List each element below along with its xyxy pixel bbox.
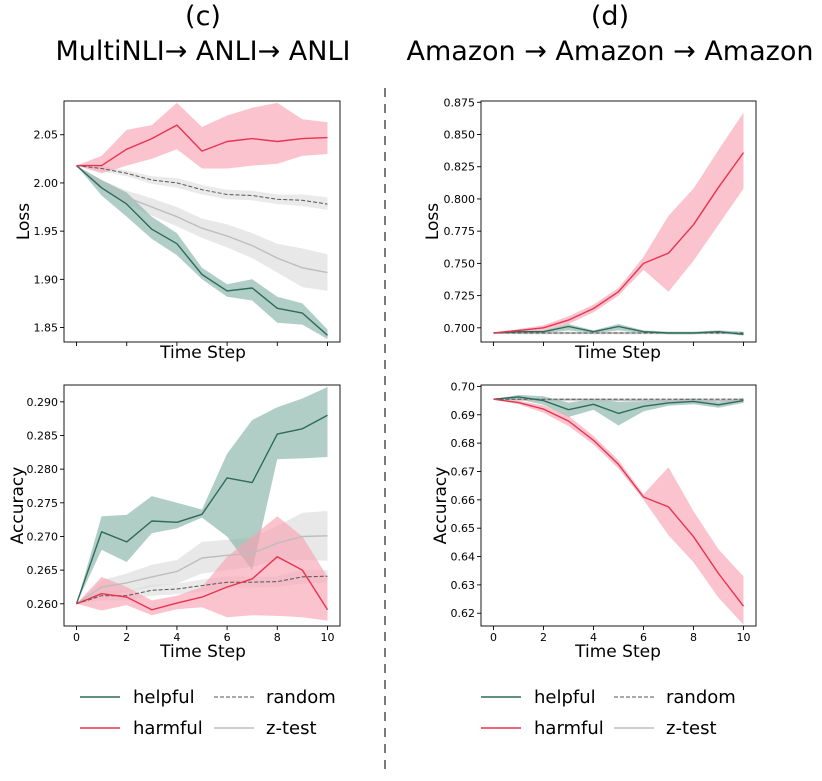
legend-d-harmful-label: harmful [534,718,604,739]
d-acc-xlabel: Time Step [574,642,661,662]
d-acc-ytick-label: 0.62 [451,607,476,620]
c-loss-helpful-band [76,165,328,340]
d-loss-xlabel: Time Step [574,343,661,363]
d-acc-xtick-label: 2 [540,631,547,644]
c-loss-xlabel: Time Step [159,343,246,363]
c-acc-helpful-band [76,387,328,604]
d-loss-ytick-label: 0.700 [444,322,476,335]
d-acc-ytick-label: 0.67 [451,465,476,478]
panel-c-label: (c) [185,1,221,32]
c-loss-ztest-line [76,165,328,274]
legend-d-helpful-label: helpful [534,687,596,708]
d-loss-ytick-label: 0.775 [444,225,476,238]
d-acc-ytick-label: 0.64 [451,551,476,564]
c-acc-ytick-label: 0.260 [27,598,59,611]
c-loss-ytick-label: 1.95 [34,225,59,238]
c-loss-helpful-line [76,165,328,336]
legend-c-helpful-label: helpful [133,687,195,708]
c-acc-ylabel: Accuracy [8,467,28,545]
c-loss-ytick-label: 1.90 [34,273,59,286]
d-acc-frame [480,384,757,627]
d-acc-ytick-label: 0.65 [451,522,476,535]
c-loss-ytick-label: 2.05 [34,129,59,142]
d-loss-ytick-label: 0.850 [444,129,476,142]
d-loss-ytick-label: 0.825 [444,161,476,174]
d-acc-xtick-label: 6 [640,631,647,644]
c-acc-harmful-line [76,556,329,611]
c-acc-harmful-band [76,516,328,621]
d-acc-xtick-label: 4 [590,631,597,644]
d-loss-ylabel: Loss [423,203,443,240]
d-loss-ytick-label: 0.875 [444,96,476,109]
c-acc-xtick-label: 2 [123,631,130,644]
legend-c-ztest-label: z-test [266,718,317,739]
d-acc-xtick-label: 8 [690,631,697,644]
d-loss-frame [480,100,757,343]
c-acc-ytick-label: 0.275 [27,497,59,510]
chart-c-acc: 0.260 0.265 0.270 0.275 0.280 0.285 0.290 0 2 4 6 8… [8,384,341,662]
panel-d-label: (d) [591,1,629,32]
c-acc-ytick-label: 0.285 [27,429,59,442]
c-acc-xtick-label: 8 [274,631,281,644]
c-acc-frame [63,384,341,627]
c-acc-ytick-label: 0.290 [27,396,59,409]
d-loss-ytick-label: 0.750 [444,257,476,270]
d-loss-harmful-line [493,152,745,334]
panel-c-subtitle: MultiNLI→ ANLI→ ANLI [56,36,351,67]
c-acc-helpful-line [75,414,328,605]
d-loss-ytick-label: 0.800 [444,193,476,206]
c-acc-xtick-label: 0 [73,631,80,644]
legend-c-harmful-label: harmful [133,718,203,739]
d-acc-ylabel: Accuracy [431,467,451,545]
d-acc-xtick-label: 10 [737,631,751,644]
legend-d: helpful random harmful z-test [481,687,736,739]
c-acc-xtick-label: 4 [173,631,180,644]
d-loss-ytick-label: 0.725 [444,290,476,303]
c-loss-ytick-label: 2.00 [34,177,59,190]
c-acc-xlabel: Time Step [159,642,246,662]
d-acc-ytick-label: 0.68 [451,437,476,450]
d-acc-ytick-label: 0.63 [451,579,476,592]
c-acc-xtick-label: 6 [224,631,231,644]
c-loss-ylabel: Loss [14,203,34,240]
d-acc-ytick-label: 0.66 [451,494,476,507]
panel-d-subtitle: Amazon → Amazon → Amazon [407,36,814,67]
c-acc-ytick-label: 0.280 [27,463,59,476]
legend-d-random-label: random [666,687,736,708]
d-acc-xtick-label: 0 [490,631,497,644]
legend-c-random-label: random [266,687,336,708]
c-loss-harmful-line [76,124,328,167]
c-acc-ytick-label: 0.270 [27,530,59,543]
d-acc-harmful-band [493,399,744,625]
c-loss-ytick-label: 1.85 [34,322,59,335]
d-acc-ytick-label: 0.69 [451,409,476,422]
legend-c: helpful random harmful z-test [80,687,336,739]
c-acc-ztest-line [76,535,328,605]
c-loss-frame [63,100,341,343]
c-loss-harmful-band [76,102,328,174]
c-loss-random-line [76,165,328,205]
d-acc-harmful-line [493,398,745,607]
c-acc-ytick-label: 0.265 [27,564,59,577]
d-loss-helpful-line [493,325,744,335]
d-acc-ytick-label: 0.70 [451,380,476,393]
chart-d-loss: 0.700 0.725 0.750 0.775 0.800 0.825 0.850 0.875… [423,96,757,363]
chart-c-loss: 1.85 1.90 1.95 2.00 2.05 Time Step Loss [14,100,341,363]
d-loss-harmful-band [493,112,744,333]
chart-d-acc: 0.62 0.63 0.64 0.65 0.66 0.67 0.68 0.69 0.70 0 2 4 6… [431,380,757,662]
legend-d-ztest-label: z-test [666,718,717,739]
d-acc-helpful-line [493,396,744,415]
c-acc-xtick-label: 10 [320,631,334,644]
